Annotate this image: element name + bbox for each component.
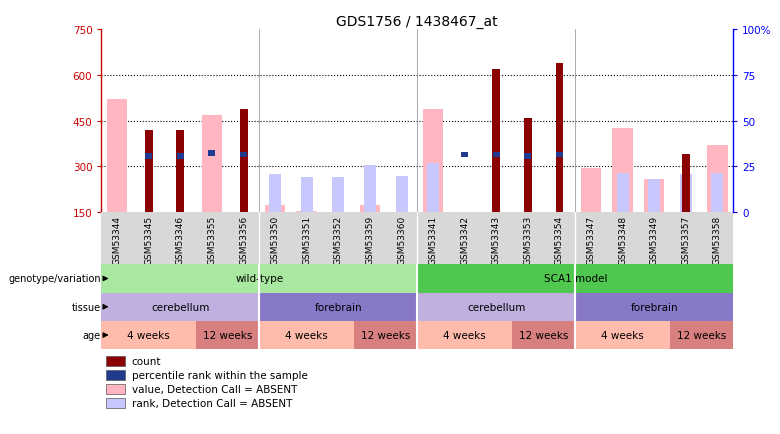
Bar	[417, 265, 733, 293]
Text: wild-type: wild-type	[236, 274, 283, 284]
Text: GSM53345: GSM53345	[144, 215, 154, 264]
Bar	[145, 131, 153, 213]
Bar	[177, 154, 184, 160]
Text: GSM53353: GSM53353	[523, 215, 533, 264]
Bar	[240, 152, 247, 158]
Bar	[106, 356, 125, 366]
Bar	[208, 151, 215, 157]
Bar	[197, 321, 259, 349]
Bar	[296, 211, 317, 213]
Bar	[612, 129, 633, 213]
Bar	[395, 176, 407, 213]
Text: cerebellum: cerebellum	[467, 302, 526, 312]
Bar	[524, 154, 531, 160]
Bar	[648, 179, 660, 213]
Text: 4 weeks: 4 weeks	[285, 330, 328, 340]
Text: GSM53343: GSM53343	[491, 215, 501, 264]
Bar	[581, 169, 601, 213]
Bar	[417, 321, 512, 349]
Bar	[269, 174, 281, 213]
Text: GSM53341: GSM53341	[428, 215, 438, 264]
Text: tissue: tissue	[72, 302, 101, 312]
Bar	[101, 293, 259, 321]
Bar	[101, 321, 197, 349]
Bar	[176, 131, 184, 213]
Text: SCA1 model: SCA1 model	[544, 274, 607, 284]
Bar	[556, 152, 563, 158]
Text: genotype/variation: genotype/variation	[8, 274, 101, 284]
Text: rank, Detection Call = ABSENT: rank, Detection Call = ABSENT	[132, 398, 292, 408]
Bar	[707, 146, 728, 213]
Text: count: count	[132, 356, 161, 366]
Title: GDS1756 / 1438467_at: GDS1756 / 1438467_at	[336, 15, 498, 30]
Text: 4 weeks: 4 weeks	[601, 330, 644, 340]
Bar	[417, 293, 576, 321]
Text: GSM53347: GSM53347	[587, 215, 596, 264]
Text: GSM53352: GSM53352	[334, 215, 343, 264]
Bar	[332, 178, 344, 213]
Bar	[106, 384, 125, 394]
Text: GSM53357: GSM53357	[681, 215, 690, 264]
Text: 4 weeks: 4 weeks	[443, 330, 486, 340]
Bar	[492, 70, 500, 213]
Bar	[670, 321, 733, 349]
Bar	[680, 174, 692, 213]
Text: 12 weeks: 12 weeks	[203, 330, 253, 340]
Text: GSM53356: GSM53356	[239, 215, 248, 264]
Text: age: age	[83, 330, 101, 340]
Text: GSM53349: GSM53349	[650, 215, 659, 264]
Bar	[106, 370, 125, 380]
Text: GSM53359: GSM53359	[365, 215, 374, 264]
Text: GSM53351: GSM53351	[302, 215, 311, 264]
Bar	[239, 109, 247, 213]
Text: cerebellum: cerebellum	[151, 302, 210, 312]
Bar	[493, 152, 500, 158]
Bar	[524, 118, 532, 213]
Bar	[259, 293, 417, 321]
Bar	[461, 152, 468, 158]
Bar	[101, 265, 417, 293]
Text: GSM53344: GSM53344	[112, 215, 122, 264]
Text: percentile rank within the sample: percentile rank within the sample	[132, 370, 307, 380]
Text: GSM53360: GSM53360	[397, 215, 406, 264]
Text: GSM53348: GSM53348	[618, 215, 627, 264]
Bar	[301, 178, 313, 213]
Bar	[576, 321, 670, 349]
Bar	[711, 173, 723, 213]
Bar	[644, 179, 665, 213]
Bar	[259, 321, 354, 349]
Bar	[202, 115, 222, 213]
Text: value, Detection Call = ABSENT: value, Detection Call = ABSENT	[132, 384, 297, 394]
Bar	[512, 321, 576, 349]
Text: GSM53358: GSM53358	[713, 215, 722, 264]
Bar	[354, 321, 417, 349]
Text: 12 weeks: 12 weeks	[677, 330, 726, 340]
Bar	[145, 154, 152, 160]
Bar	[106, 398, 125, 408]
Bar	[576, 293, 733, 321]
Bar	[427, 164, 439, 213]
Text: GSM53350: GSM53350	[271, 215, 280, 264]
Bar	[423, 109, 443, 213]
Bar	[364, 165, 376, 213]
Bar	[617, 173, 629, 213]
Text: 4 weeks: 4 weeks	[127, 330, 170, 340]
Text: GSM53355: GSM53355	[207, 215, 217, 264]
Text: forebrain: forebrain	[314, 302, 362, 312]
Text: GSM53354: GSM53354	[555, 215, 564, 264]
Text: 12 weeks: 12 weeks	[519, 330, 569, 340]
Bar	[265, 205, 285, 213]
Bar	[682, 155, 690, 213]
Text: forebrain: forebrain	[630, 302, 678, 312]
Text: 12 weeks: 12 weeks	[361, 330, 410, 340]
Bar	[107, 100, 127, 213]
Bar	[555, 64, 563, 213]
Text: GSM53342: GSM53342	[460, 215, 470, 264]
Text: GSM53346: GSM53346	[176, 215, 185, 264]
Bar	[360, 205, 380, 213]
